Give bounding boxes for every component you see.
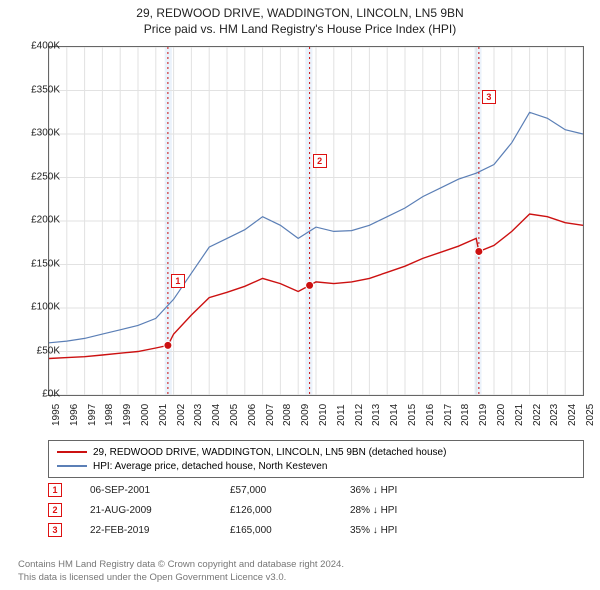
footer: Contains HM Land Registry data © Crown c…	[18, 559, 344, 584]
x-tick-label: 2004	[211, 404, 222, 426]
chart-svg	[49, 47, 583, 395]
x-tick-label: 1995	[51, 404, 62, 426]
sale-delta: 35% ↓ HPI	[350, 525, 470, 536]
x-tick-label: 2001	[158, 404, 169, 426]
x-tick-label: 2021	[514, 404, 525, 426]
row-marker: 1	[48, 483, 62, 497]
x-tick-label: 2002	[176, 404, 187, 426]
sale-date: 06-SEP-2001	[90, 485, 230, 496]
y-tick-label: £150K	[16, 258, 60, 269]
table-row: 2 21-AUG-2009 £126,000 28% ↓ HPI	[48, 500, 470, 520]
sales-table: 1 06-SEP-2001 £57,000 36% ↓ HPI 2 21-AUG…	[48, 480, 470, 540]
sale-price: £165,000	[230, 525, 350, 536]
x-tick-label: 2019	[478, 404, 489, 426]
sale-delta: 36% ↓ HPI	[350, 485, 470, 496]
x-tick-label: 2017	[443, 404, 454, 426]
table-row: 1 06-SEP-2001 £57,000 36% ↓ HPI	[48, 480, 470, 500]
title-main: 29, REDWOOD DRIVE, WADDINGTON, LINCOLN, …	[0, 6, 600, 20]
x-tick-label: 2025	[585, 404, 596, 426]
legend-swatch	[57, 451, 87, 453]
sale-marker-number: 2	[313, 154, 327, 168]
x-tick-label: 2010	[318, 404, 329, 426]
sale-marker-number: 1	[171, 274, 185, 288]
x-tick-label: 2007	[265, 404, 276, 426]
legend: 29, REDWOOD DRIVE, WADDINGTON, LINCOLN, …	[48, 440, 584, 478]
x-tick-label: 2023	[549, 404, 560, 426]
x-tick-label: 2015	[407, 404, 418, 426]
x-tick-label: 2012	[354, 404, 365, 426]
title-block: 29, REDWOOD DRIVE, WADDINGTON, LINCOLN, …	[0, 0, 600, 36]
x-tick-label: 2016	[425, 404, 436, 426]
sale-date: 22-FEB-2019	[90, 525, 230, 536]
chart-container: 29, REDWOOD DRIVE, WADDINGTON, LINCOLN, …	[0, 0, 600, 590]
legend-label: HPI: Average price, detached house, Nort…	[93, 461, 327, 472]
legend-item: HPI: Average price, detached house, Nort…	[57, 459, 575, 473]
x-tick-label: 2018	[460, 404, 471, 426]
x-tick-label: 2005	[229, 404, 240, 426]
x-tick-label: 2020	[496, 404, 507, 426]
x-tick-label: 1996	[69, 404, 80, 426]
x-tick-label: 2011	[336, 404, 347, 426]
y-tick-label: £250K	[16, 171, 60, 182]
x-tick-label: 2009	[300, 404, 311, 426]
x-tick-label: 2000	[140, 404, 151, 426]
sale-date: 21-AUG-2009	[90, 505, 230, 516]
y-tick-label: £350K	[16, 84, 60, 95]
legend-item: 29, REDWOOD DRIVE, WADDINGTON, LINCOLN, …	[57, 445, 575, 459]
y-tick-label: £100K	[16, 302, 60, 313]
y-tick-label: £0K	[16, 389, 60, 400]
sale-price: £126,000	[230, 505, 350, 516]
x-tick-label: 2014	[389, 404, 400, 426]
y-tick-label: £200K	[16, 215, 60, 226]
sale-delta: 28% ↓ HPI	[350, 505, 470, 516]
footer-line: Contains HM Land Registry data © Crown c…	[18, 559, 344, 571]
x-tick-label: 2008	[282, 404, 293, 426]
sale-price: £57,000	[230, 485, 350, 496]
legend-swatch	[57, 465, 87, 467]
row-marker: 3	[48, 523, 62, 537]
y-tick-label: £50K	[16, 345, 60, 356]
legend-label: 29, REDWOOD DRIVE, WADDINGTON, LINCOLN, …	[93, 447, 446, 458]
y-tick-label: £300K	[16, 128, 60, 139]
title-sub: Price paid vs. HM Land Registry's House …	[0, 22, 600, 36]
x-tick-label: 2024	[567, 404, 578, 426]
chart-plot-area	[48, 46, 584, 396]
sale-marker-number: 3	[482, 90, 496, 104]
x-tick-label: 2013	[371, 404, 382, 426]
row-marker: 2	[48, 503, 62, 517]
x-tick-label: 2022	[532, 404, 543, 426]
y-tick-label: £400K	[16, 41, 60, 52]
x-tick-label: 1998	[104, 404, 115, 426]
footer-line: This data is licensed under the Open Gov…	[18, 572, 344, 584]
x-tick-label: 2003	[193, 404, 204, 426]
x-tick-label: 1999	[122, 404, 133, 426]
table-row: 3 22-FEB-2019 £165,000 35% ↓ HPI	[48, 520, 470, 540]
x-tick-label: 1997	[87, 404, 98, 426]
x-tick-label: 2006	[247, 404, 258, 426]
